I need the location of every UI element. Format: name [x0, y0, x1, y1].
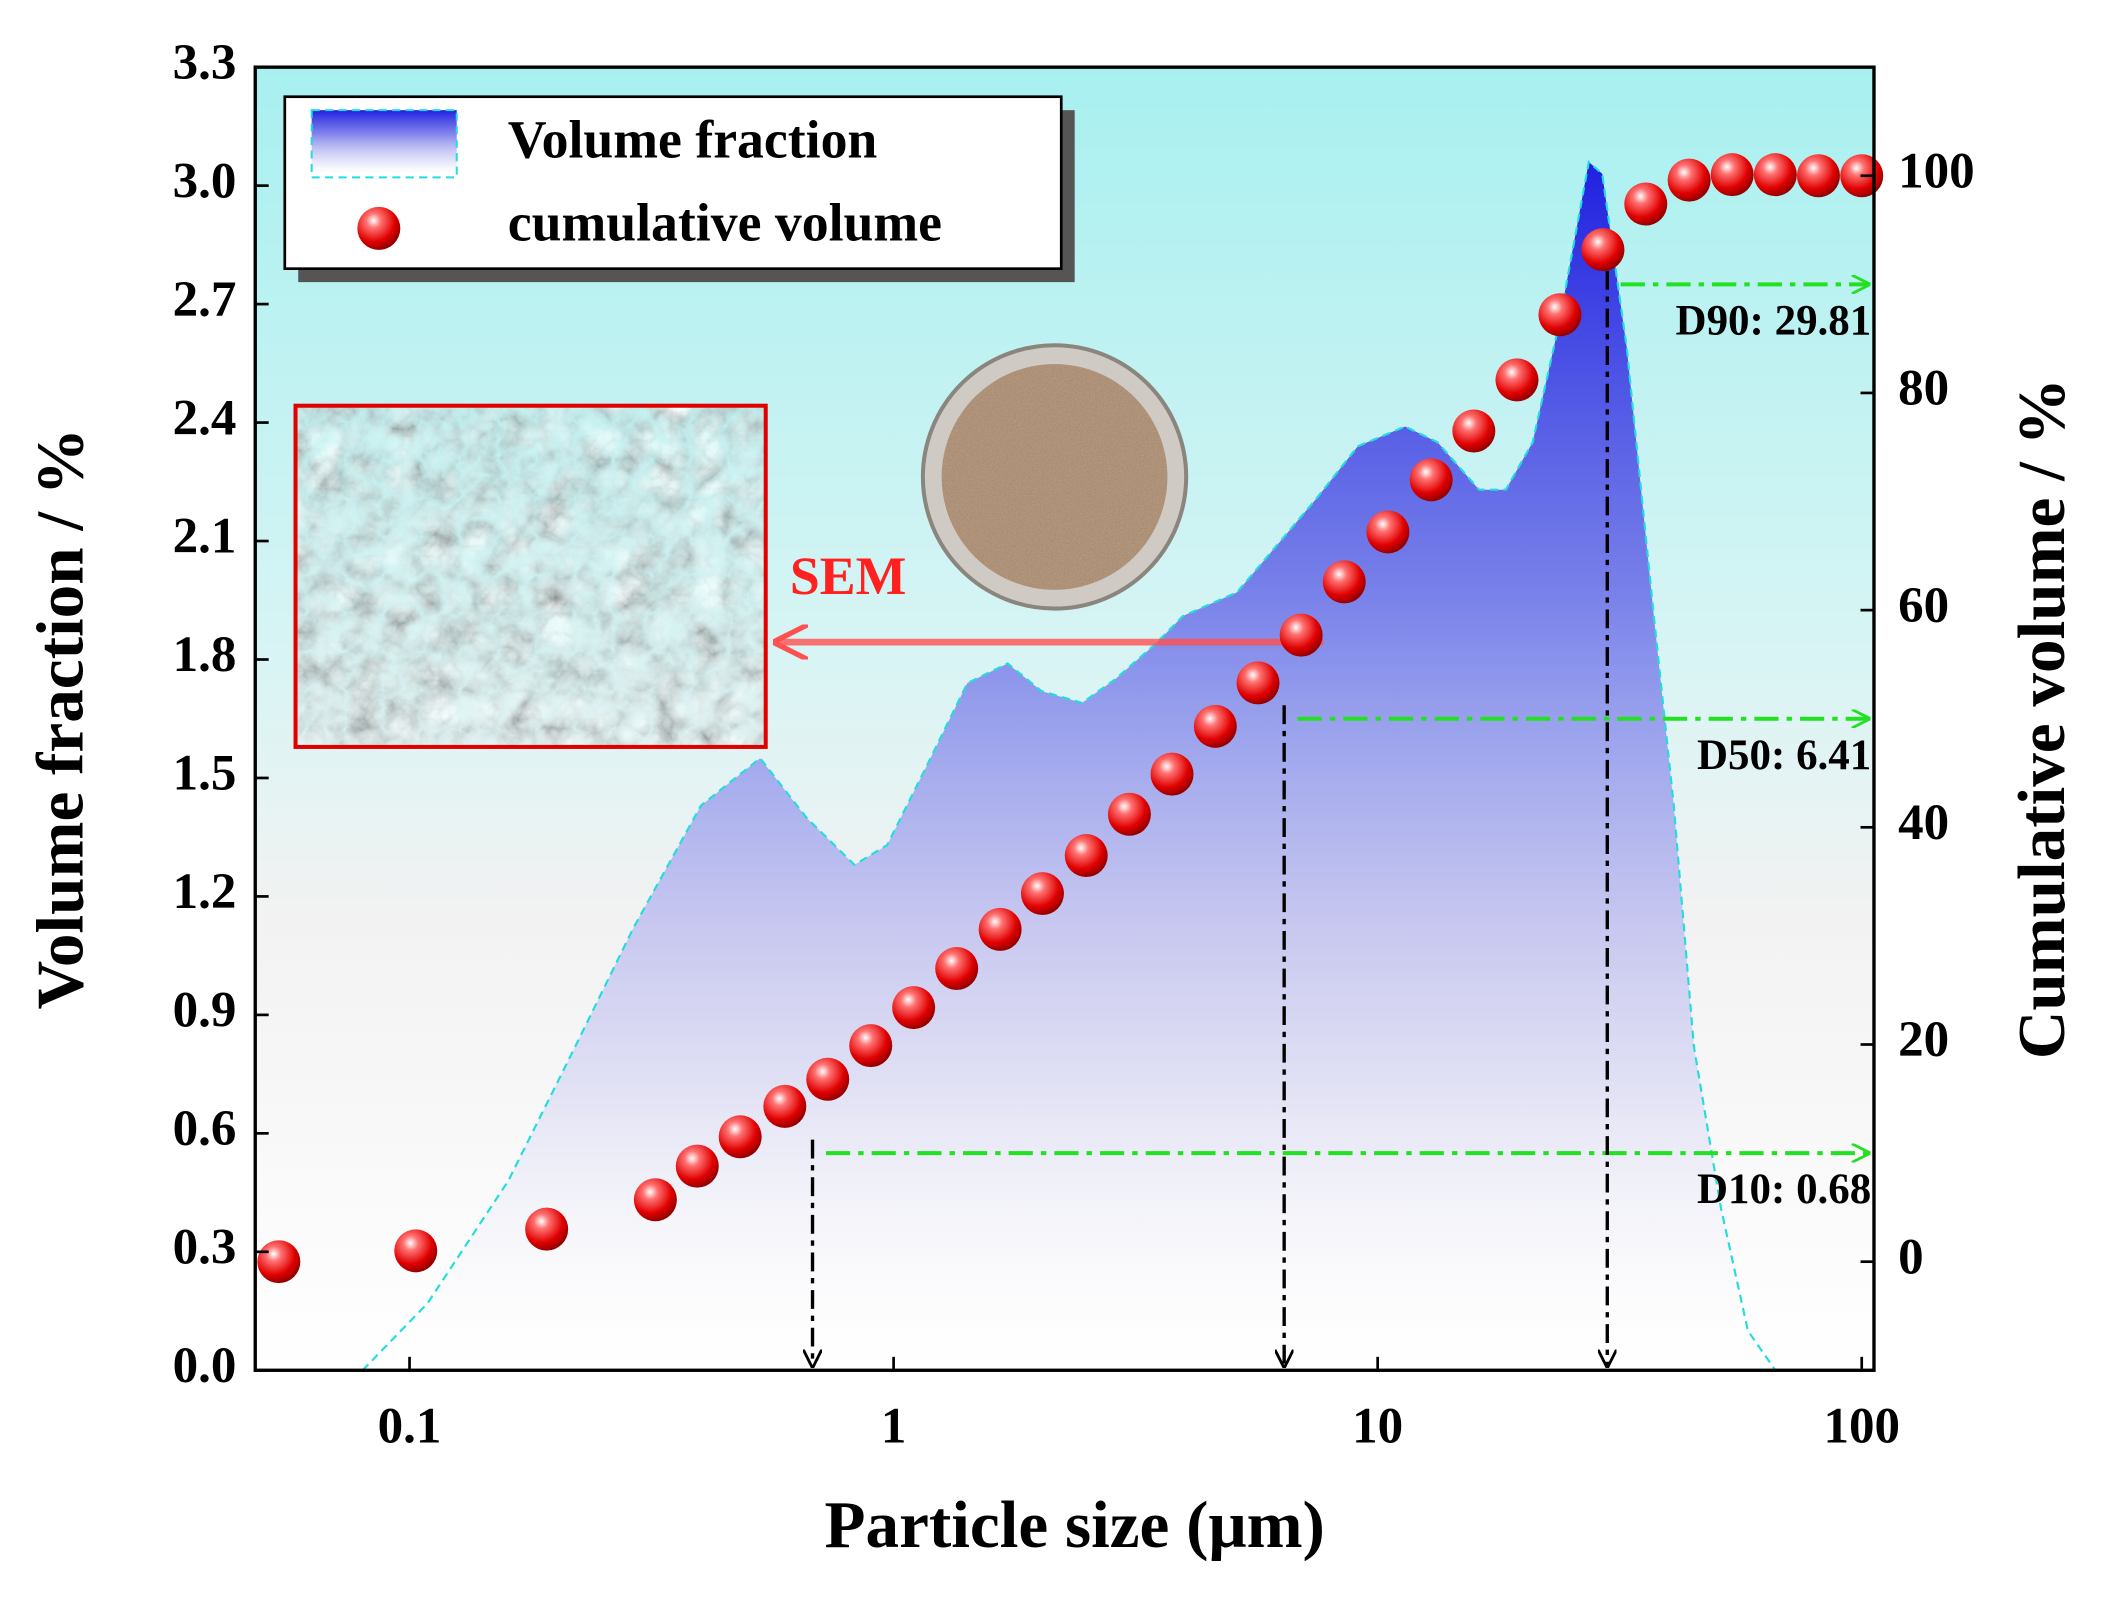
cumulative-point [1796, 154, 1840, 198]
sem-label: SEM [790, 546, 906, 606]
legend-swatch-area [310, 109, 458, 179]
y2-tick-label: 0 [1898, 1229, 1924, 1285]
sem-inset [293, 403, 768, 749]
y-tick-label: 0.9 [173, 983, 237, 1039]
legend-swatch-point [357, 206, 401, 250]
cumulative-point [1193, 704, 1237, 748]
cumulative-point [1452, 409, 1496, 453]
legend-label: Volume fraction [508, 109, 878, 169]
y-axis-title: Volume fraction / % [23, 428, 98, 1009]
x-tick-label: 100 [1823, 1398, 1900, 1454]
cumulative-point [978, 907, 1022, 951]
cumulative-point [394, 1229, 438, 1273]
legend: Volume fraction cumulative volume [283, 95, 1075, 283]
cumulative-point [1236, 661, 1280, 705]
cumulative-point [1581, 228, 1625, 272]
cumulative-point [257, 1240, 301, 1284]
y2-axis-title: Cumulative volume / % [2004, 378, 2079, 1059]
volume-area [255, 161, 1874, 1371]
y-tick-label: 0.0 [173, 1338, 237, 1394]
y-tick-label: 1.8 [173, 627, 237, 683]
legend-label: cumulative volume [508, 193, 942, 253]
marker-label: D50: 6.41 [1697, 732, 1871, 779]
cumulative-point [849, 1024, 893, 1068]
x-tick-label: 1 [881, 1398, 907, 1454]
cumulative-point [1322, 560, 1366, 604]
cumulative-point [1150, 752, 1194, 796]
cumulative-point [1107, 792, 1151, 836]
sem-image [295, 405, 766, 747]
overlay-layer: D10: 0.68 D50: 6.41 D90: 29.81 [257, 153, 1884, 1366]
y2-tick-label: 80 [1898, 361, 1949, 417]
y2-tick-label: 20 [1898, 1012, 1949, 1068]
y-tick-label: 3.3 [173, 35, 237, 91]
y-tick-label: 0.3 [173, 1220, 237, 1276]
powder-grain [941, 364, 1168, 590]
x-axis-title: Particle size (μm) [824, 1487, 1324, 1562]
cumulative-point [1495, 358, 1539, 402]
y-tick-label: 1.2 [173, 864, 237, 920]
cumulative-point [935, 946, 979, 990]
cumulative-point [1366, 510, 1410, 554]
powder-photo [920, 343, 1189, 611]
y-tick-label: 2.4 [173, 390, 237, 446]
y-tick-label: 0.6 [173, 1101, 237, 1157]
marker-label: D90: 29.81 [1676, 298, 1872, 345]
cumulative-point [1710, 153, 1754, 197]
sem-frame [293, 403, 768, 749]
cumulative-point [525, 1207, 569, 1251]
cumulative-point [1409, 458, 1453, 502]
cumulative-point [1279, 613, 1323, 657]
data-layer [255, 159, 1874, 1372]
y2-tick-label: 100 [1898, 143, 1975, 199]
x-tick-label: 0.1 [378, 1398, 442, 1454]
x-tick-label: 10 [1352, 1398, 1403, 1454]
cumulative-point [1667, 158, 1711, 202]
cumulative-point [1020, 872, 1064, 916]
y2-tick-label: 60 [1898, 578, 1949, 634]
cumulative-point [763, 1084, 807, 1128]
cumulative-point [1538, 293, 1582, 337]
cumulative-point [718, 1115, 762, 1159]
y-tick-label: 1.5 [173, 746, 237, 802]
cumulative-point [892, 986, 936, 1030]
volume-outline [255, 159, 1874, 1372]
plot-frame [253, 65, 1876, 1372]
cumulative-point [1064, 834, 1108, 878]
y-tick-label: 2.7 [173, 272, 237, 328]
cumulative-point [633, 1178, 677, 1222]
cumulative-point [1624, 182, 1668, 226]
cumulative-point [1753, 153, 1797, 197]
marker-label: D10: 0.68 [1697, 1166, 1871, 1213]
y2-tick-label: 40 [1898, 795, 1949, 851]
y-tick-label: 2.1 [173, 509, 237, 565]
cumulative-point [675, 1144, 719, 1188]
cumulative-point [806, 1057, 850, 1101]
y-tick-label: 3.0 [173, 153, 237, 209]
